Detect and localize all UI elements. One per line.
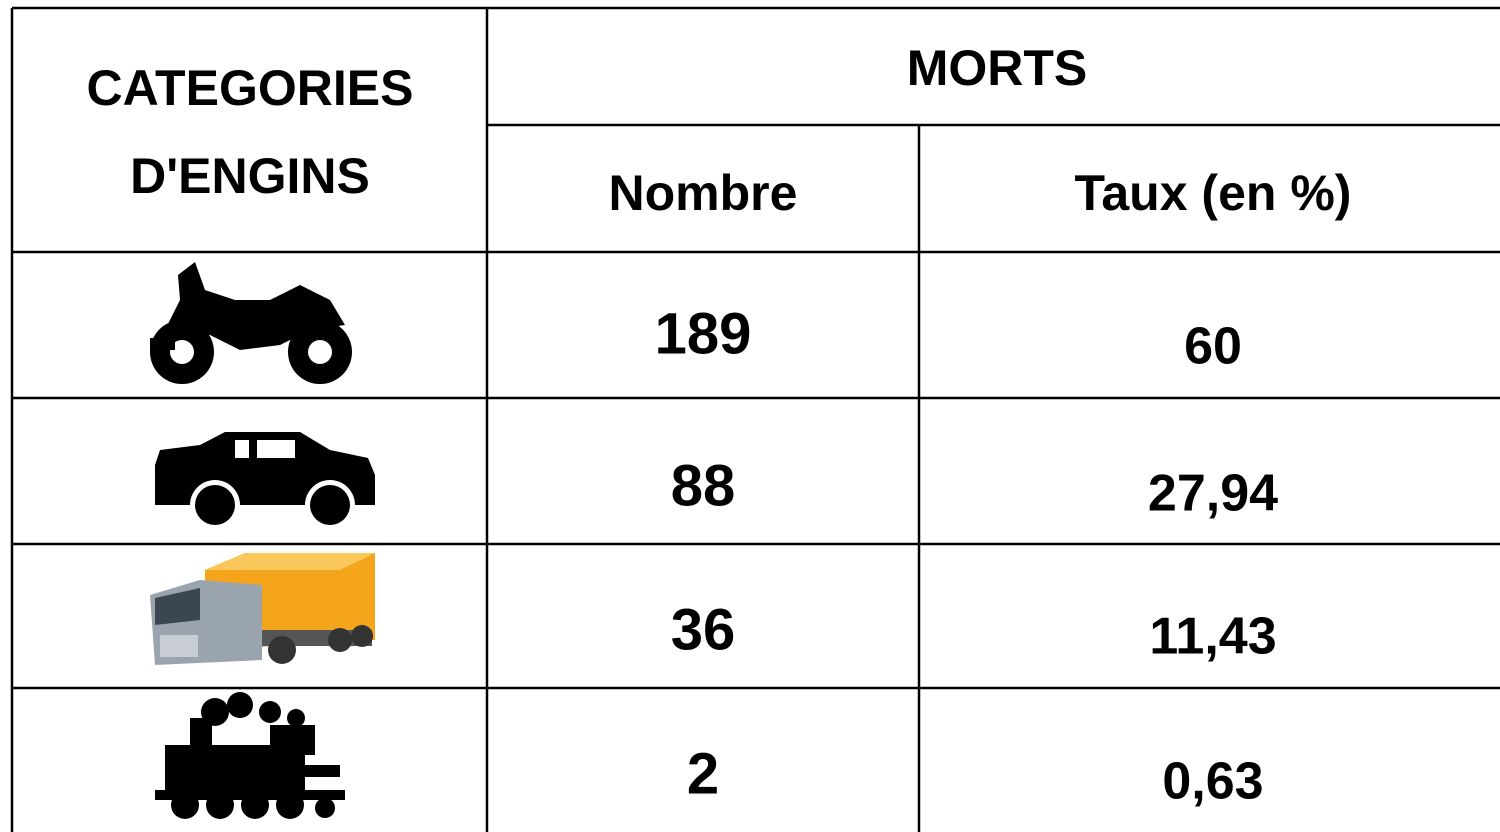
motorcycle-icon — [150, 262, 352, 384]
car-icon — [155, 432, 375, 530]
header-text: D'ENGINS — [130, 148, 370, 204]
cell: 189 — [655, 301, 752, 366]
truck-icon — [150, 553, 375, 665]
header-text: CATEGORIES — [87, 60, 414, 116]
cell: 88 — [671, 453, 736, 518]
cell: 27,94 — [1148, 465, 1278, 523]
cell: 11,43 — [1149, 608, 1276, 666]
header-text: MORTS — [907, 40, 1088, 96]
table-grid — [10, 6, 1500, 832]
header-text: Nombre — [609, 165, 798, 221]
cell: 36 — [671, 597, 736, 662]
cell: 2 — [687, 741, 719, 806]
cell: 0,63 — [1162, 753, 1263, 811]
cell: 60 — [1184, 318, 1242, 376]
train-icon — [155, 692, 345, 819]
header-text: Taux (en %) — [1075, 165, 1352, 221]
